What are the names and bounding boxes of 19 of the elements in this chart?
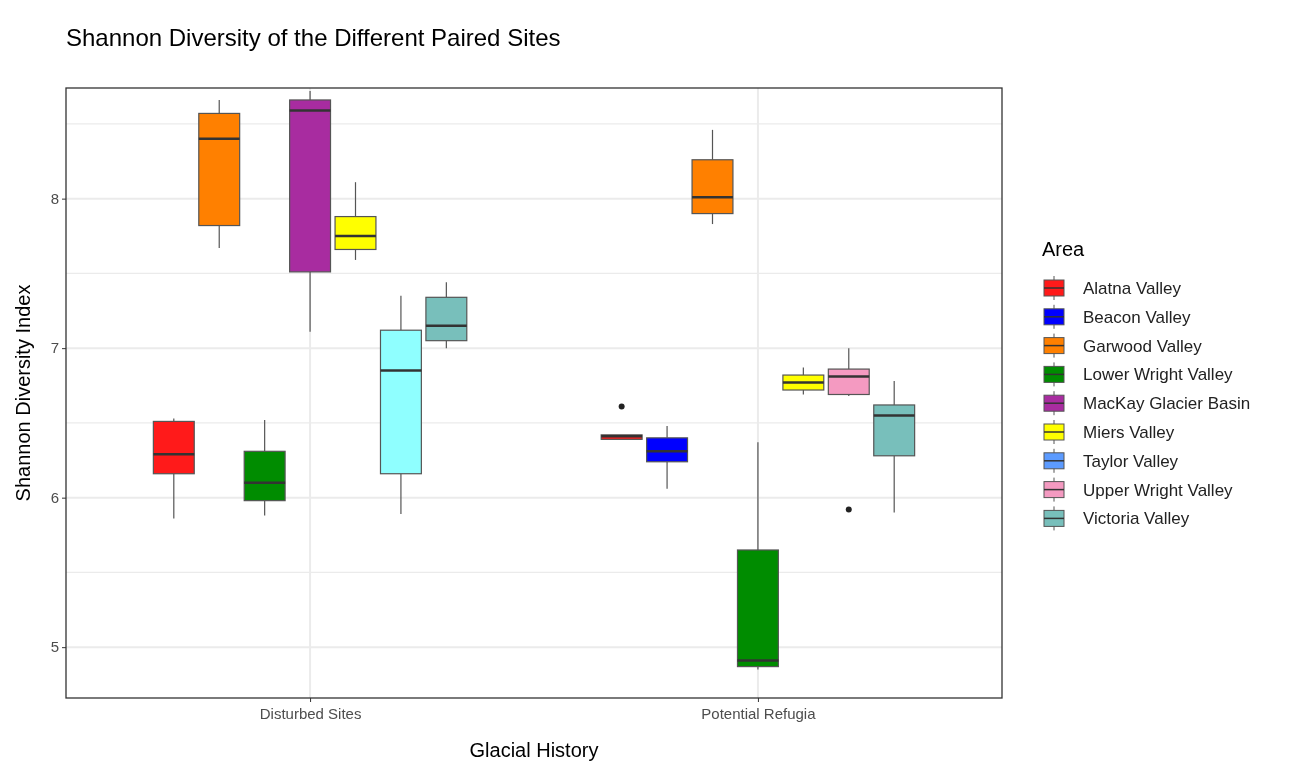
legend-label: Victoria Valley <box>1083 509 1190 529</box>
y-tick-label: 7 <box>50 339 59 357</box>
legend-label: Garwood Valley <box>1083 336 1203 356</box>
y-axis-title: Shannon Diversity Index <box>12 284 34 502</box>
x-axis-title: Glacial History <box>469 739 599 761</box>
x-tick-label: Disturbed Sites <box>259 704 362 722</box>
x-tick-label: Potential Refugia <box>701 704 817 722</box>
y-tick-label: 8 <box>50 189 59 207</box>
legend-label: Miers Valley <box>1083 423 1175 442</box>
legend-label: Lower Wright Valley <box>1083 365 1234 385</box>
legend-label: MacKay Glacier Basin <box>1083 394 1251 414</box>
y-tick-label: 5 <box>50 638 59 656</box>
legend-label: Taylor Valley <box>1083 451 1179 471</box>
legend-label: Upper Wright Valley <box>1083 480 1234 500</box>
legend-label: Alatna Valley <box>1083 279 1182 298</box>
y-tick-label: 6 <box>50 488 59 506</box>
legend-label: Beacon Valley <box>1083 307 1191 327</box>
chart-title: Shannon Diversity of the Different Paired Sites <box>66 24 561 51</box>
legend-title: Area <box>1042 238 1086 260</box>
